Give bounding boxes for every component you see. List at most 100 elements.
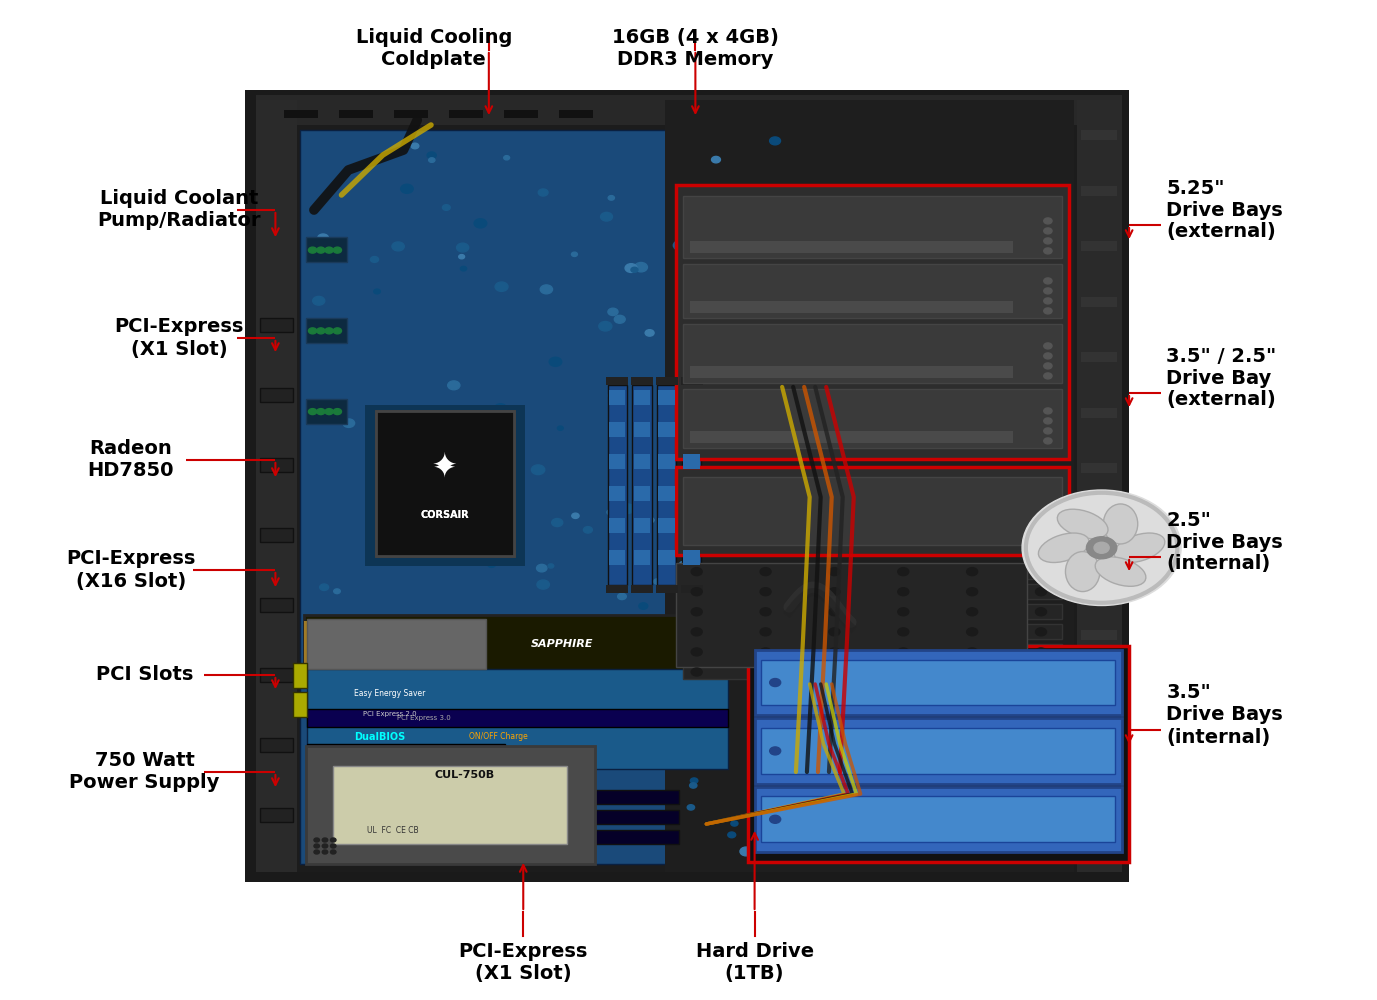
FancyBboxPatch shape <box>633 390 650 405</box>
Circle shape <box>829 628 840 636</box>
Text: 2.5"
Drive Bays
(internal): 2.5" Drive Bays (internal) <box>1166 510 1283 574</box>
Circle shape <box>317 328 325 334</box>
FancyBboxPatch shape <box>682 385 701 585</box>
Circle shape <box>646 330 654 336</box>
Circle shape <box>537 580 549 589</box>
Circle shape <box>314 850 319 854</box>
FancyBboxPatch shape <box>306 237 347 262</box>
Circle shape <box>1044 308 1052 314</box>
Circle shape <box>460 266 467 271</box>
Text: ✦: ✦ <box>434 455 456 483</box>
Circle shape <box>405 693 412 698</box>
Circle shape <box>760 568 771 576</box>
Circle shape <box>397 760 408 768</box>
FancyBboxPatch shape <box>658 390 675 405</box>
Circle shape <box>1044 363 1052 369</box>
Circle shape <box>775 709 786 717</box>
Circle shape <box>538 189 548 196</box>
Text: DualBIOS: DualBIOS <box>354 732 405 742</box>
Circle shape <box>532 465 545 475</box>
FancyBboxPatch shape <box>680 585 702 593</box>
Circle shape <box>333 409 341 415</box>
Circle shape <box>325 328 333 334</box>
Circle shape <box>432 525 441 531</box>
FancyBboxPatch shape <box>761 660 1115 705</box>
Circle shape <box>412 143 419 149</box>
FancyBboxPatch shape <box>449 621 460 669</box>
Text: PCI-Express
(X1 Slot): PCI-Express (X1 Slot) <box>114 318 244 359</box>
FancyBboxPatch shape <box>631 585 653 593</box>
Circle shape <box>1036 568 1047 576</box>
Circle shape <box>760 648 771 656</box>
FancyBboxPatch shape <box>1081 519 1117 529</box>
FancyBboxPatch shape <box>260 388 293 402</box>
FancyBboxPatch shape <box>658 486 675 501</box>
Circle shape <box>482 495 490 501</box>
Text: ON/OFF Charge: ON/OFF Charge <box>470 732 527 741</box>
Circle shape <box>330 838 336 842</box>
FancyBboxPatch shape <box>376 411 514 556</box>
FancyBboxPatch shape <box>690 431 1013 443</box>
Circle shape <box>760 608 771 616</box>
FancyBboxPatch shape <box>284 110 318 118</box>
Circle shape <box>1036 628 1047 636</box>
Text: CUL-750B: CUL-750B <box>435 770 494 780</box>
FancyBboxPatch shape <box>633 422 650 437</box>
Circle shape <box>625 264 638 272</box>
FancyBboxPatch shape <box>347 621 358 669</box>
Ellipse shape <box>1095 557 1146 586</box>
Ellipse shape <box>1114 533 1165 562</box>
Text: 16GB (4 x 4GB)
DDR3 Memory: 16GB (4 x 4GB) DDR3 Memory <box>611 28 779 69</box>
Circle shape <box>401 184 413 193</box>
FancyBboxPatch shape <box>333 621 344 669</box>
Circle shape <box>325 409 333 415</box>
Circle shape <box>967 628 978 636</box>
FancyBboxPatch shape <box>420 621 431 669</box>
FancyBboxPatch shape <box>633 550 650 565</box>
Circle shape <box>631 267 638 272</box>
FancyBboxPatch shape <box>683 196 1062 258</box>
Text: Hard Drive
(1TB): Hard Drive (1TB) <box>695 942 814 983</box>
Circle shape <box>760 628 771 636</box>
Text: ✦: ✦ <box>432 451 457 480</box>
Text: 5.25"
Drive Bays
(external): 5.25" Drive Bays (external) <box>1166 178 1283 241</box>
Circle shape <box>1036 608 1047 616</box>
FancyBboxPatch shape <box>609 550 625 565</box>
FancyBboxPatch shape <box>304 621 315 669</box>
Circle shape <box>464 790 476 800</box>
Circle shape <box>646 517 654 523</box>
Circle shape <box>1044 343 1052 349</box>
FancyBboxPatch shape <box>683 644 1062 659</box>
Circle shape <box>618 593 627 600</box>
FancyBboxPatch shape <box>293 692 307 717</box>
FancyBboxPatch shape <box>304 615 701 673</box>
Circle shape <box>770 137 781 145</box>
FancyBboxPatch shape <box>755 718 1122 784</box>
FancyBboxPatch shape <box>307 669 728 769</box>
FancyBboxPatch shape <box>293 663 307 688</box>
Circle shape <box>330 850 336 854</box>
FancyBboxPatch shape <box>1081 630 1117 640</box>
Circle shape <box>600 212 613 221</box>
FancyBboxPatch shape <box>559 110 593 118</box>
Circle shape <box>558 426 563 430</box>
FancyBboxPatch shape <box>362 621 373 669</box>
Circle shape <box>694 469 708 479</box>
Circle shape <box>686 624 698 633</box>
Circle shape <box>1044 418 1052 424</box>
Circle shape <box>318 234 329 242</box>
FancyBboxPatch shape <box>690 366 1013 378</box>
Circle shape <box>654 579 661 584</box>
Circle shape <box>731 821 738 826</box>
FancyBboxPatch shape <box>1081 408 1117 418</box>
FancyBboxPatch shape <box>260 598 293 612</box>
Circle shape <box>593 706 606 714</box>
Circle shape <box>691 628 702 636</box>
FancyBboxPatch shape <box>1081 741 1117 751</box>
Circle shape <box>898 608 909 616</box>
FancyBboxPatch shape <box>632 385 651 585</box>
FancyBboxPatch shape <box>655 585 677 593</box>
Circle shape <box>599 321 611 331</box>
Circle shape <box>1044 373 1052 379</box>
Circle shape <box>456 415 464 421</box>
